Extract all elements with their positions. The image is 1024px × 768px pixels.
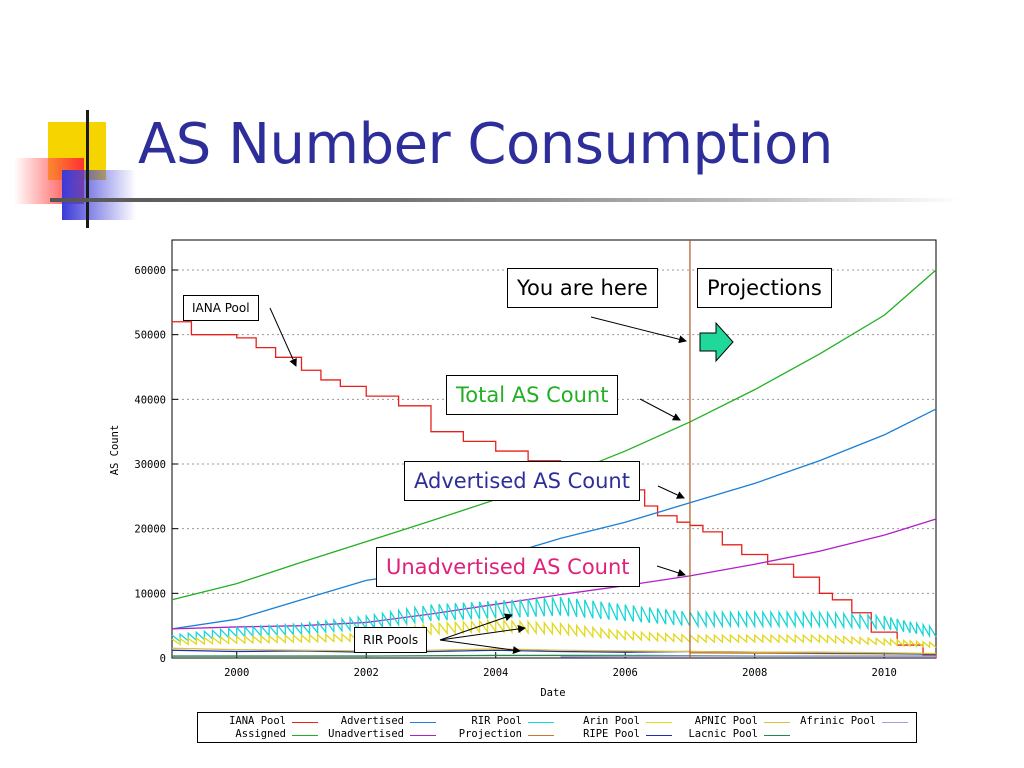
rir-pools-pointer-upper: [439, 613, 513, 641]
y-tick-label: 40000: [134, 394, 166, 406]
legend-label: Advertised: [340, 715, 404, 727]
chart-legend: IANA Pool Advertised RIR Pool Arin Pool APNI…: [197, 712, 917, 743]
series-rir-pool: [171, 596, 937, 643]
legend-swatch: [410, 722, 436, 723]
x-tick-label: 2000: [224, 667, 249, 679]
legend-swatch: [764, 722, 790, 723]
slide-title: AS Number Consumption: [138, 112, 833, 177]
legend-swatch: [528, 735, 554, 736]
title-decoration: [0, 0, 140, 230]
legend-label: Assigned: [235, 728, 286, 740]
unadvertised-as-count-callout: Unadvertised AS Count: [376, 547, 640, 587]
legend-label: APNIC Pool: [694, 715, 758, 727]
x-tick-label: 2008: [742, 667, 767, 679]
rir-pools-label: RIR Pools: [363, 633, 419, 647]
legend-label: Projection: [458, 728, 522, 740]
legend-swatch: [646, 722, 672, 723]
x-tick-label: 2006: [613, 667, 638, 679]
rir-pools-pointer-lower: [439, 639, 521, 655]
iana-pool-pointer: [269, 307, 297, 367]
legend-label: Arin Pool: [583, 715, 640, 727]
y-tick-label: 60000: [134, 265, 166, 277]
you-are-here-label: You are here: [517, 276, 648, 300]
x-tick-label: 2010: [872, 667, 897, 679]
rir-pools-pointer-middle: [439, 625, 526, 641]
unadvertised-as-count-pointer: [656, 565, 686, 577]
y-tick-label: 20000: [134, 524, 166, 536]
legend-swatch: [410, 735, 436, 736]
series-advertised: [171, 408, 937, 630]
legend-swatch: [764, 735, 790, 736]
total-as-count-pointer: [639, 398, 681, 421]
legend-swatch: [292, 735, 318, 736]
title-underline: [50, 198, 960, 202]
x-tick-label: 2002: [354, 667, 379, 679]
right-arrow-icon: [699, 321, 734, 363]
legend-label: RIR Pool: [471, 715, 522, 727]
y-tick-label: 30000: [134, 459, 166, 471]
legend-label: IANA Pool: [229, 715, 286, 727]
decoration-vertical-line: [86, 110, 89, 228]
legend-swatch: [292, 722, 318, 723]
series-afrinic-pool: [560, 655, 937, 658]
y-tick-label: 0: [160, 653, 166, 665]
legend-swatch: [528, 722, 554, 723]
x-axis-label: Date: [540, 687, 565, 699]
advertised-as-count-callout: Advertised AS Count: [404, 461, 640, 501]
iana-pool-label: IANA Pool: [192, 301, 250, 315]
projections-callout: Projections: [697, 268, 832, 308]
advertised-as-count-pointer: [657, 485, 685, 499]
advertised-as-count-label: Advertised AS Count: [414, 469, 630, 493]
legend-label: Afrinic Pool: [800, 715, 876, 727]
iana-pool-callout: IANA Pool: [183, 295, 259, 321]
y-tick-label: 50000: [134, 330, 166, 342]
legend-label: RIPE Pool: [583, 728, 640, 740]
legend-label: Lacnic Pool: [688, 728, 758, 740]
y-axis-label: AS Count: [109, 425, 121, 476]
y-tick-label: 10000: [134, 588, 166, 600]
unadvertised-as-count-label: Unadvertised AS Count: [386, 555, 630, 579]
total-as-count-label: Total AS Count: [456, 383, 609, 407]
rir-pools-callout: RIR Pools: [354, 627, 428, 653]
projections-label: Projections: [707, 276, 822, 300]
series-apnic-pool: [171, 647, 937, 655]
you-are-here-callout: You are here: [507, 268, 658, 308]
legend-swatch: [882, 722, 908, 723]
series-arin-pool: [171, 617, 937, 649]
total-as-count-callout: Total AS Count: [446, 375, 619, 415]
plot-frame: [171, 239, 937, 659]
legend-label: Unadvertised: [328, 728, 404, 740]
you-are-here-pointer: [590, 316, 687, 344]
decoration-blue-gradient: [62, 170, 136, 220]
x-tick-label: 2004: [483, 667, 508, 679]
legend-swatch: [646, 735, 672, 736]
